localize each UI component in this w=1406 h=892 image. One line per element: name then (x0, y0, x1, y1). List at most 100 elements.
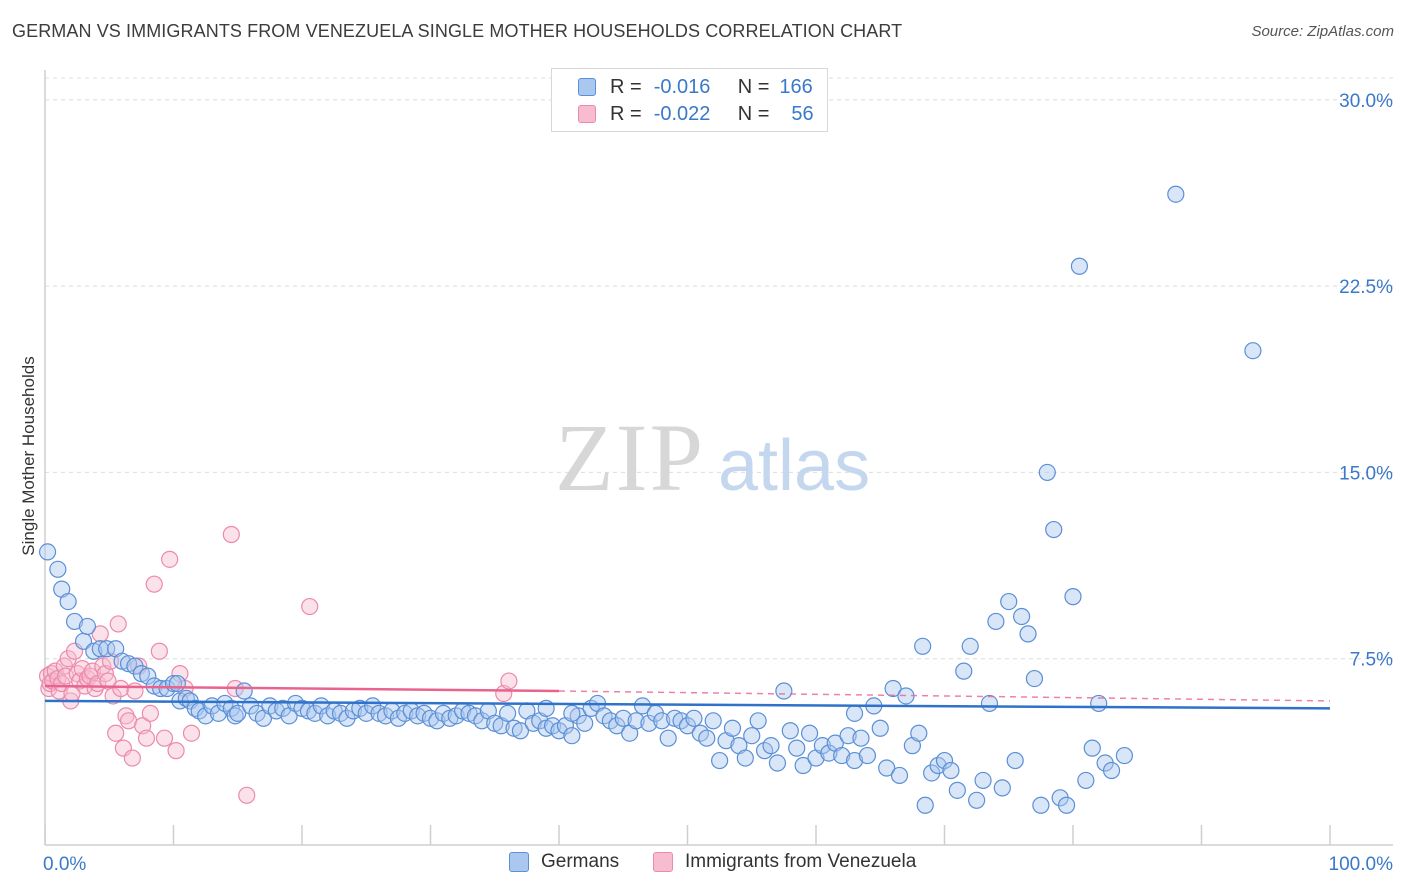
venezuela-point (155, 729, 174, 747)
germans-point (1070, 257, 1089, 275)
germans-legend-swatch (509, 852, 529, 872)
germans-swatch (578, 78, 596, 96)
venezuela-r-value: -0.022 (653, 102, 711, 125)
germans-point (1057, 796, 1076, 814)
venezuela-point (99, 672, 117, 690)
germans-point (1167, 185, 1185, 203)
germans-point (685, 709, 703, 727)
germans-point (914, 637, 932, 655)
germans-point (1115, 746, 1134, 765)
venezuela-point (86, 679, 104, 698)
bottom-legend-germans: Germans (509, 851, 619, 873)
germans-point (65, 612, 84, 631)
germans-point (736, 749, 754, 767)
germans-point (833, 746, 851, 765)
germans-point (968, 791, 986, 809)
x-tick-label: 100.0% (1329, 854, 1394, 875)
chart-title: GERMAN VS IMMIGRANTS FROM VENEZUELA SING… (12, 21, 903, 41)
germans-point (858, 746, 877, 765)
germans-point (845, 704, 864, 722)
germans-point (775, 682, 793, 700)
germans-point (229, 704, 247, 722)
legend-row-venezuela: R = -0.022 N = 56 (552, 102, 814, 126)
y-tick-label: 7.5% (1350, 650, 1393, 671)
germans-point (961, 637, 979, 655)
germans-n-value: 166 (779, 75, 813, 98)
germans-point (563, 704, 581, 722)
y-tick-label: 15.0% (1339, 463, 1393, 484)
y-tick-label: 22.5% (1339, 277, 1393, 298)
germans-n-label: N = (737, 75, 770, 98)
germans-point (1077, 771, 1095, 790)
germans-point (1244, 342, 1262, 360)
venezuela-point (145, 575, 163, 593)
grid-lines (45, 77, 1393, 660)
germans-r-label: R = (610, 75, 642, 98)
germans-point (563, 727, 581, 745)
germans-point (948, 781, 966, 799)
germans-point (226, 707, 244, 725)
germans-point (38, 543, 57, 561)
germans-point (800, 724, 819, 742)
source-credit: Source: ZipAtlas.com (1251, 23, 1394, 40)
germans-point (916, 796, 934, 814)
germans-point (1006, 751, 1024, 770)
venezuela-swatch (578, 105, 596, 123)
germans-point (78, 617, 97, 636)
venezuela-legend-swatch (653, 852, 673, 872)
germans-point (640, 714, 658, 732)
venezuela-point (150, 642, 168, 660)
germans-point (209, 704, 228, 722)
germans-point (845, 751, 864, 770)
venezuela-point (137, 729, 156, 747)
germans-point (627, 712, 645, 730)
germans-point (723, 719, 742, 737)
venezuela-point (171, 665, 189, 683)
germans-point (139, 667, 157, 685)
germans-point (788, 739, 806, 757)
germans-r-value: -0.016 (653, 75, 711, 98)
legend-row-germans: R = -0.016 N = 166 (552, 75, 813, 99)
trend-lines (44, 684, 1331, 710)
germans-point (1032, 796, 1050, 814)
germans-point (743, 727, 761, 745)
germans-point (511, 722, 530, 740)
germans-point (633, 697, 652, 715)
germans-point (884, 679, 902, 698)
germans-point (1000, 592, 1018, 611)
tick-labels: 7.5% 15.0% 22.5% 30.0% 0.0% 100.0% (43, 91, 1393, 875)
germans-point (659, 729, 677, 747)
venezuela-r-label: R = (610, 102, 642, 125)
germans-point (839, 727, 857, 745)
venezuela-point (141, 704, 159, 722)
germans-point (152, 679, 170, 698)
zipatlas-watermark: ZIP atlas (555, 404, 870, 511)
germans-point (235, 682, 253, 700)
germans-point (794, 756, 812, 775)
germans-point (1064, 588, 1082, 606)
axes (44, 70, 1393, 846)
germans-point (197, 707, 215, 725)
watermark-atlas: atlas (718, 426, 870, 506)
venezuela-point (182, 724, 201, 742)
venezuela-point (238, 786, 256, 804)
germans-point (1038, 463, 1056, 482)
venezuela-trend-line (44, 684, 560, 693)
germans-point (576, 714, 594, 732)
germans-point (749, 712, 767, 730)
venezuela-n-label: N = (737, 102, 770, 125)
venezuela-point (126, 682, 144, 700)
germans-point (1083, 739, 1101, 757)
venezuela-point (109, 615, 127, 633)
germans-point (871, 719, 889, 737)
germans-point (499, 704, 517, 722)
germans-trend-line (44, 699, 1331, 710)
venezuela-point (91, 625, 109, 643)
bottom-legend-venezuela: Immigrants from Venezuela (653, 851, 916, 873)
germans-point (653, 712, 671, 730)
germans-point (98, 640, 116, 658)
germans-point (820, 744, 838, 762)
venezuela-n-value: 56 (791, 102, 814, 125)
germans-point (59, 592, 77, 611)
